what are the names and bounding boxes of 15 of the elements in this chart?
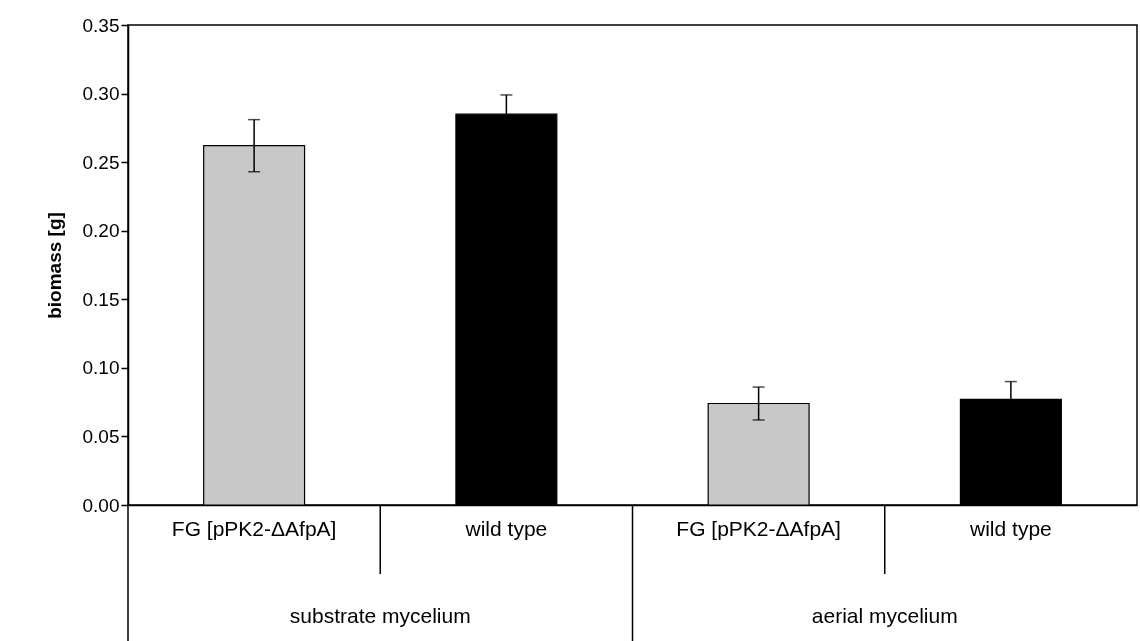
y-tick-label: 0.15 [82,288,120,310]
y-tick-label: 0.00 [82,494,120,516]
y-tick-label: 0.20 [82,220,120,242]
y-tick-label: 0.30 [82,83,120,105]
y-tick-label: 0.05 [82,425,120,447]
x-tick-label: wild type [969,516,1052,540]
x-tick-label: wild type [464,516,548,540]
y-tick-label: 0.10 [82,357,120,379]
text: substrate mycelium [289,604,471,627]
y-tick-label: 0.35 [82,14,120,36]
text: aerial mycelium [811,604,958,627]
y-axis-title: biomass [g] [43,212,65,319]
x-tick-label: FG [pPK2-ΔAfpA] [171,516,337,540]
y-tick-label: 0.25 [82,151,120,173]
x-tick-label: FG [pPK2-ΔAfpA] [676,516,841,540]
